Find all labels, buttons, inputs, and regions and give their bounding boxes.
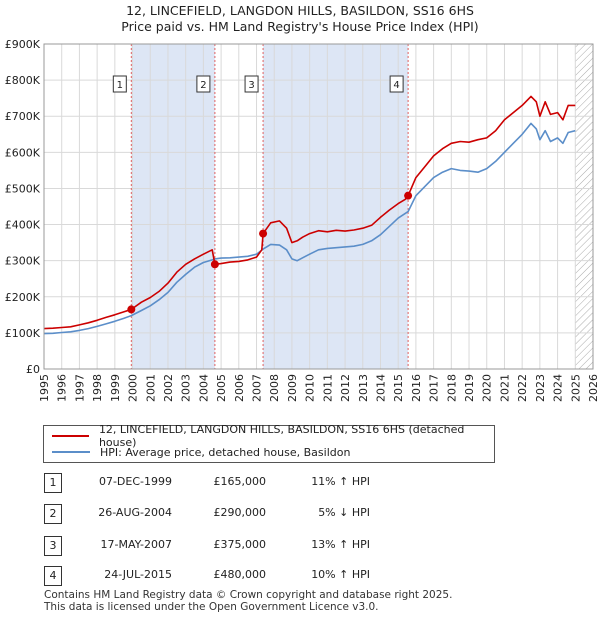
y-tick-label: £700K bbox=[5, 110, 41, 123]
transaction-hpi-change: 10% ↑ HPI bbox=[311, 568, 370, 581]
sale-marker-number: 3 bbox=[248, 80, 254, 91]
x-tick-label: 2006 bbox=[233, 374, 246, 402]
sale-marker-box bbox=[244, 75, 259, 93]
x-tick-label: 2001 bbox=[144, 374, 157, 402]
price-chart: 1 2 3 4 £0 £100K £200K £300K £400K £500K £600K £700… bbox=[5, 38, 600, 402]
x-tick-label: 2021 bbox=[498, 374, 511, 402]
sale-marker-number: 1 bbox=[117, 80, 123, 91]
transaction-date: 07-DEC-1999 bbox=[98, 475, 172, 488]
transaction-price: £165,000 bbox=[213, 475, 267, 488]
sale-marker-label: 2 bbox=[196, 75, 211, 93]
sale-marker-box bbox=[389, 75, 404, 93]
transaction-price: £480,000 bbox=[213, 568, 267, 581]
y-tick-label: £500K bbox=[5, 182, 41, 195]
transaction-date: 17-MAY-2007 bbox=[100, 538, 172, 551]
sale-marker-number: 2 bbox=[200, 80, 206, 91]
x-tick-label: 2005 bbox=[215, 374, 228, 402]
x-tick-label: 2013 bbox=[357, 374, 370, 402]
x-tick-label: 2010 bbox=[304, 374, 317, 402]
property-series-line bbox=[43, 95, 576, 330]
x-tick-label: 2014 bbox=[374, 374, 387, 402]
y-tick-label: £900K bbox=[5, 38, 41, 51]
x-tick-label: 2023 bbox=[534, 374, 547, 402]
transaction-hpi-change: 13% ↑ HPI bbox=[311, 538, 370, 551]
transaction-number: 4 bbox=[44, 566, 62, 586]
footer-attribution: Contains HM Land Registry data © Crown c… bbox=[44, 589, 452, 613]
x-tick-label: 2022 bbox=[516, 374, 529, 402]
x-tick-label: 2018 bbox=[445, 374, 458, 402]
transaction-number: 2 bbox=[44, 504, 62, 524]
y-tick-label: £200K bbox=[5, 291, 41, 304]
transaction-number: 1 bbox=[44, 473, 62, 493]
plot-frame bbox=[43, 43, 594, 370]
x-tick-label: 1996 bbox=[56, 374, 69, 402]
transaction-price: £290,000 bbox=[213, 506, 267, 519]
chart-legend: 12, LINCEFIELD, LANGDON HILLS, BASILDON,… bbox=[43, 423, 495, 463]
x-tick-label: 2020 bbox=[481, 374, 494, 402]
x-tick-label: 2011 bbox=[321, 374, 334, 402]
legend-item-property: 12, LINCEFIELD, LANGDON HILLS, BASILDON,… bbox=[52, 423, 494, 449]
y-tick-label: £600K bbox=[5, 146, 41, 159]
transaction-date: 24-JUL-2015 bbox=[104, 568, 172, 581]
x-tick-label: 1998 bbox=[91, 374, 104, 402]
transaction-hpi-change: 11% ↑ HPI bbox=[311, 475, 370, 488]
x-tick-label: 2012 bbox=[339, 374, 352, 402]
chart-title-line2: Price paid vs. HM Land Registry's House … bbox=[121, 19, 479, 34]
y-tick-label: £0 bbox=[26, 363, 40, 376]
legend-label-property: 12, LINCEFIELD, LANGDON HILLS, BASILDON,… bbox=[98, 423, 465, 449]
transaction-number: 3 bbox=[44, 536, 62, 556]
y-tick-label: £800K bbox=[5, 74, 41, 87]
transaction-hpi-change: 5% ↓ HPI bbox=[318, 506, 370, 519]
footer-line1: Contains HM Land Registry data © Crown c… bbox=[44, 589, 453, 601]
sale-marker-label: 4 bbox=[389, 75, 404, 93]
chart-title-line1: 12, LINCEFIELD, LANGDON HILLS, BASILDON,… bbox=[126, 3, 474, 18]
sale-marker-label: 3 bbox=[244, 75, 259, 93]
x-tick-label: 2009 bbox=[286, 374, 299, 402]
x-tick-label: 2003 bbox=[180, 374, 193, 402]
x-tick-label: 2008 bbox=[268, 374, 281, 402]
x-tick-label: 2015 bbox=[392, 374, 405, 402]
y-tick-label: £400K bbox=[5, 219, 41, 232]
y-tick-label: £300K bbox=[5, 255, 41, 268]
x-tick-label: 2000 bbox=[127, 374, 140, 402]
transaction-price: £375,000 bbox=[213, 538, 267, 551]
hpi-series-line bbox=[43, 122, 576, 335]
x-tick-label: 1997 bbox=[73, 374, 86, 402]
x-tick-label: 2017 bbox=[428, 374, 441, 402]
sale-point bbox=[127, 305, 136, 314]
x-tick-label: 1995 bbox=[38, 374, 51, 402]
sale-period-shade bbox=[263, 44, 409, 369]
x-tick-label: 2007 bbox=[251, 374, 264, 402]
sale-marker-box bbox=[112, 75, 127, 93]
transaction-date: 26-AUG-2004 bbox=[98, 506, 172, 519]
x-tick-label: 2024 bbox=[552, 374, 565, 402]
sale-period-shade bbox=[131, 44, 215, 369]
legend-swatch-property bbox=[52, 435, 89, 437]
legend-swatch-hpi bbox=[52, 451, 90, 453]
sale-point bbox=[404, 191, 413, 200]
x-tick-label: 2019 bbox=[463, 374, 476, 402]
footer-line2: This data is licensed under the Open Gov… bbox=[44, 601, 379, 613]
sale-point bbox=[259, 229, 268, 238]
chart-title: 12, LINCEFIELD, LANGDON HILLS, BASILDON,… bbox=[0, 3, 600, 35]
x-tick-label: 2026 bbox=[587, 374, 600, 402]
forecast-hatch bbox=[575, 44, 593, 369]
x-tick-label: 2016 bbox=[410, 374, 423, 402]
sale-marker-number: 4 bbox=[393, 80, 399, 91]
y-tick-label: £100K bbox=[5, 327, 41, 340]
x-tick-label: 2025 bbox=[569, 374, 582, 402]
sale-marker-box bbox=[196, 75, 211, 93]
x-tick-label: 2004 bbox=[197, 374, 210, 402]
legend-label-hpi: HPI: Average price, detached house, Basi… bbox=[100, 445, 351, 459]
legend-item-hpi: HPI: Average price, detached house, Basi… bbox=[52, 444, 350, 460]
sale-marker-label: 1 bbox=[112, 75, 127, 93]
x-tick-label: 2002 bbox=[162, 374, 175, 402]
x-tick-label: 1999 bbox=[109, 374, 122, 402]
sale-point bbox=[210, 260, 219, 269]
